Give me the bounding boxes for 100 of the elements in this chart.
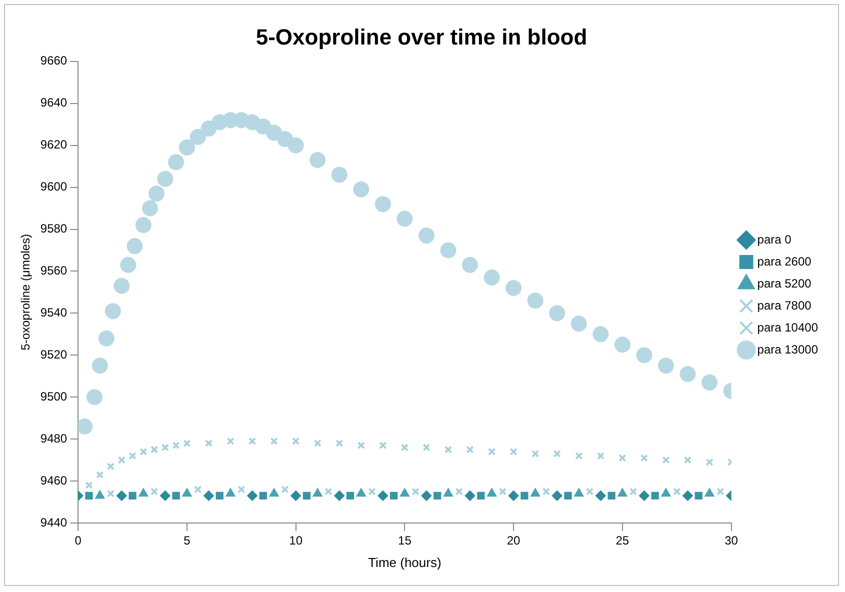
point: [412, 488, 420, 496]
y-tick-label: 9520: [40, 347, 68, 362]
point: [226, 488, 235, 497]
point: [531, 450, 540, 458]
point: [477, 492, 485, 500]
point: [661, 488, 670, 497]
point: [673, 488, 681, 496]
point: [553, 450, 561, 458]
point: [194, 486, 202, 494]
point: [498, 488, 506, 496]
point: [142, 200, 158, 216]
point: [336, 439, 344, 448]
point: [85, 492, 93, 500]
point: [314, 439, 322, 448]
point: [331, 166, 348, 183]
x-tick-label: 25: [616, 534, 630, 548]
x-tick-label: 0: [74, 534, 82, 548]
point: [520, 492, 528, 500]
point: [640, 454, 648, 462]
point: [440, 242, 456, 258]
point: [276, 131, 293, 148]
point: [422, 444, 430, 452]
y-tick-label: 9600: [40, 180, 68, 194]
y-tick-label: 9440: [40, 515, 68, 530]
chart-title: 5-Oxoproline over time in blood: [256, 24, 588, 50]
point: [684, 456, 692, 464]
point: [172, 442, 180, 450]
x-tick-label: 10: [289, 534, 303, 548]
point: [608, 492, 616, 500]
point: [570, 316, 587, 332]
point: [114, 278, 130, 294]
point: [356, 488, 366, 497]
point: [484, 270, 500, 286]
point: [120, 256, 136, 273]
legend-label: para 0: [757, 232, 792, 246]
point: [658, 358, 674, 374]
point: [542, 488, 550, 496]
point: [310, 152, 326, 168]
point: [96, 470, 104, 479]
point: [357, 442, 365, 450]
point: [400, 488, 410, 497]
point: [216, 492, 224, 500]
point: [694, 492, 702, 500]
point: [421, 490, 432, 501]
point: [106, 490, 115, 498]
point: [204, 490, 214, 501]
point: [126, 238, 143, 254]
point: [418, 228, 434, 244]
point: [116, 490, 127, 501]
point: [104, 303, 121, 320]
point: [639, 490, 650, 501]
x-axis-title: Time (hours): [368, 554, 442, 570]
y-tick-label: 9640: [40, 96, 68, 110]
point: [506, 280, 522, 296]
point: [128, 492, 136, 500]
point: [281, 486, 289, 494]
point: [238, 486, 246, 494]
point: [466, 446, 474, 454]
point: [200, 120, 217, 137]
point: [444, 446, 452, 454]
point: [390, 492, 398, 500]
point: [527, 292, 544, 309]
point: [247, 490, 258, 501]
point: [140, 448, 148, 456]
y-tick-label: 9460: [40, 473, 68, 488]
point: [161, 444, 170, 452]
point: [465, 490, 476, 501]
point: [487, 488, 496, 497]
point: [290, 490, 301, 501]
point: [183, 439, 191, 448]
point: [614, 336, 630, 353]
point: [85, 481, 93, 490]
point: [586, 488, 594, 496]
point: [574, 488, 584, 497]
point: [190, 128, 206, 145]
y-tick-label: 9540: [40, 305, 68, 320]
point: [374, 196, 391, 212]
point: [455, 488, 463, 496]
point: [150, 446, 158, 454]
y-tick-label: 9560: [40, 264, 68, 278]
point: [629, 488, 638, 496]
point: [86, 389, 102, 406]
point: [204, 439, 213, 448]
point: [148, 186, 164, 202]
point: [596, 452, 604, 460]
point: [596, 490, 606, 501]
legend-label: para 7800: [757, 298, 812, 312]
point: [288, 137, 304, 154]
point: [716, 488, 724, 496]
point: [334, 490, 344, 501]
point: [226, 437, 234, 445]
y-tick-label: 9500: [40, 389, 68, 404]
legend-label: para 5200: [757, 276, 812, 290]
point: [270, 437, 278, 445]
point: [705, 488, 714, 497]
point: [168, 154, 184, 170]
legend-label: para 13000: [757, 342, 818, 356]
point: [592, 326, 609, 342]
point: [302, 492, 311, 500]
x-tick-label: 30: [724, 534, 738, 548]
